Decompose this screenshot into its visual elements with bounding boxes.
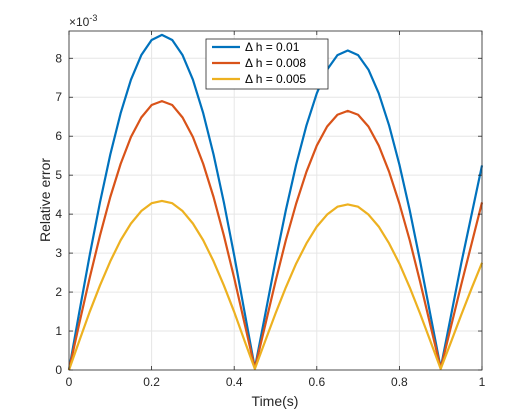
legend: Δ h = 0.01 Δ h = 0.008 Δ h = 0.005 xyxy=(205,38,329,90)
series-line-3 xyxy=(67,199,484,371)
series-line-1 xyxy=(67,33,484,371)
x-tick-label: 1 xyxy=(479,375,486,389)
y-tick-label: 5 xyxy=(55,168,62,182)
x-tick-label: 0.4 xyxy=(226,375,243,389)
y-axis-label: Relative error xyxy=(37,158,53,242)
x-tick-label: 0 xyxy=(66,375,73,389)
y-tick-label: 3 xyxy=(55,246,62,260)
y-tick-label: 1 xyxy=(55,324,62,338)
series-layer xyxy=(67,33,484,371)
x-axis-ticks: 0 0.2 0.4 0.6 0.8 1 xyxy=(66,31,486,389)
y-tick-label: 0 xyxy=(55,363,62,377)
y-tick-label: 4 xyxy=(55,207,62,221)
y-tick-label: 7 xyxy=(55,90,62,104)
series-line-2 xyxy=(67,100,484,371)
y-axis-ticks: 0 1 2 3 4 5 6 7 8 xyxy=(55,51,482,377)
x-tick-label: 0.8 xyxy=(391,375,408,389)
y-tick-label: 2 xyxy=(55,285,62,299)
legend-label-2: Δ h = 0.008 xyxy=(245,56,306,70)
y-axis-multiplier: ×10-3 xyxy=(69,13,97,29)
x-tick-label: 0.6 xyxy=(308,375,325,389)
plot-frame xyxy=(68,30,483,371)
x-axis-label: Time(s) xyxy=(252,393,299,409)
legend-label-1: Δ h = 0.01 xyxy=(245,40,300,54)
legend-label-3: Δ h = 0.005 xyxy=(245,72,306,86)
x-tick-label: 0.2 xyxy=(143,375,160,389)
y-tick-label: 6 xyxy=(55,129,62,143)
y-tick-label: 8 xyxy=(55,51,62,65)
